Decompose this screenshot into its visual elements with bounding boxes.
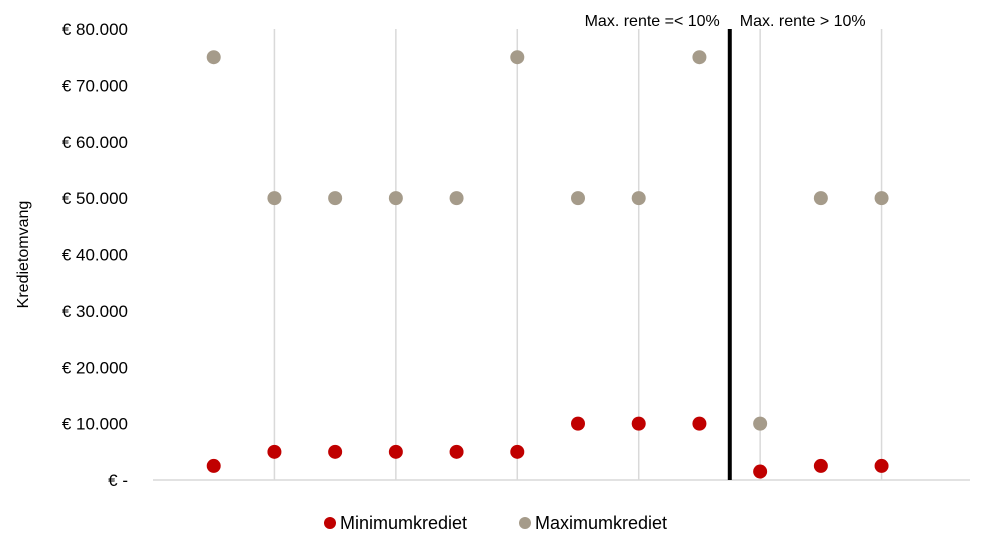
data-point-minimumkrediet [206,458,221,473]
data-point-maximumkrediet [206,50,221,65]
data-point-minimumkrediet [631,416,646,431]
y-tick-label: € - [108,471,128,490]
data-point-minimumkrediet [692,416,707,431]
data-point-minimumkrediet [388,444,403,459]
data-points [206,50,889,479]
legend-label-minimumkrediet: Minimumkrediet [340,513,467,533]
data-point-minimumkrediet [571,416,585,431]
y-tick-label: € 70.000 [62,76,128,95]
data-point-maximumkrediet [510,50,525,65]
data-point-minimumkrediet [328,444,343,459]
data-point-maximumkrediet [874,191,889,206]
data-point-maximumkrediet [449,191,464,206]
y-tick-label: € 20.000 [62,358,128,377]
y-tick-labels: € - € 10.000 € 20.000 € 30.000 € 40.000 € 50.… [62,20,128,490]
data-point-minimumkrediet [874,458,889,473]
data-point-maximumkrediet [631,191,646,206]
data-point-minimumkrediet [449,444,464,459]
data-point-minimumkrediet [510,444,525,459]
y-tick-label: € 10.000 [62,415,128,434]
data-point-maximumkrediet [328,191,343,206]
data-point-maximumkrediet [813,191,828,206]
legend-marker-maximumkrediet [519,517,531,529]
y-tick-label: € 80.000 [62,20,128,39]
y-tick-label: € 40.000 [62,246,128,265]
data-point-maximumkrediet [388,191,403,206]
y-tick-label: € 30.000 [62,302,128,321]
data-point-minimumkrediet [753,464,768,479]
legend: Minimumkrediet Maximumkrediet [324,513,667,533]
data-point-maximumkrediet [753,416,768,431]
legend-label-maximumkrediet: Maximumkrediet [535,513,667,533]
y-tick-label: € 60.000 [62,133,128,152]
data-point-maximumkrediet [692,50,707,65]
legend-marker-minimumkrediet [324,517,336,529]
y-axis-title: Kredietomvang [15,201,32,309]
annotation-left: Max. rente =< 10% [585,13,720,30]
y-tick-label: € 50.000 [62,189,128,208]
data-point-minimumkrediet [267,444,282,459]
data-point-minimumkrediet [813,458,828,473]
data-point-maximumkrediet [267,191,282,206]
data-point-maximumkrediet [571,191,585,206]
annotation-right: Max. rente > 10% [740,13,866,30]
gridlines [273,29,883,480]
